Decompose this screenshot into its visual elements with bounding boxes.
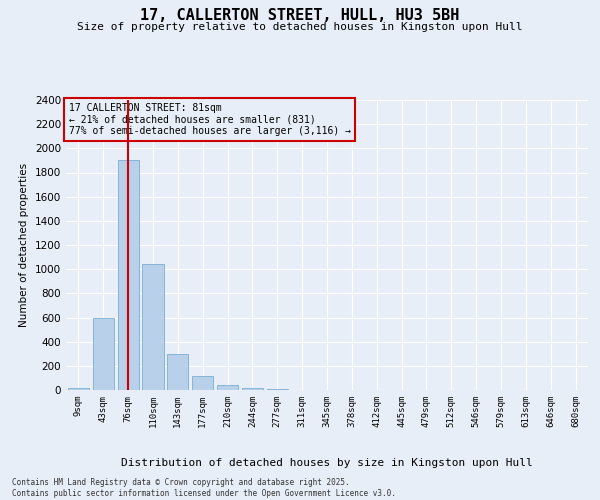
Bar [217, 386, 238, 390]
Bar [142, 264, 164, 390]
Text: 17 CALLERTON STREET: 81sqm
← 21% of detached houses are smaller (831)
77% of sem: 17 CALLERTON STREET: 81sqm ← 21% of deta… [68, 103, 350, 136]
Bar [242, 388, 263, 390]
Bar [167, 354, 188, 390]
Bar [118, 160, 139, 390]
Bar [68, 388, 89, 390]
Text: Distribution of detached houses by size in Kingston upon Hull: Distribution of detached houses by size … [121, 458, 533, 468]
Text: 17, CALLERTON STREET, HULL, HU3 5BH: 17, CALLERTON STREET, HULL, HU3 5BH [140, 8, 460, 22]
Bar [93, 318, 114, 390]
Text: Contains HM Land Registry data © Crown copyright and database right 2025.
Contai: Contains HM Land Registry data © Crown c… [12, 478, 396, 498]
Y-axis label: Number of detached properties: Number of detached properties [19, 163, 29, 327]
Bar [192, 376, 213, 390]
Text: Size of property relative to detached houses in Kingston upon Hull: Size of property relative to detached ho… [77, 22, 523, 32]
